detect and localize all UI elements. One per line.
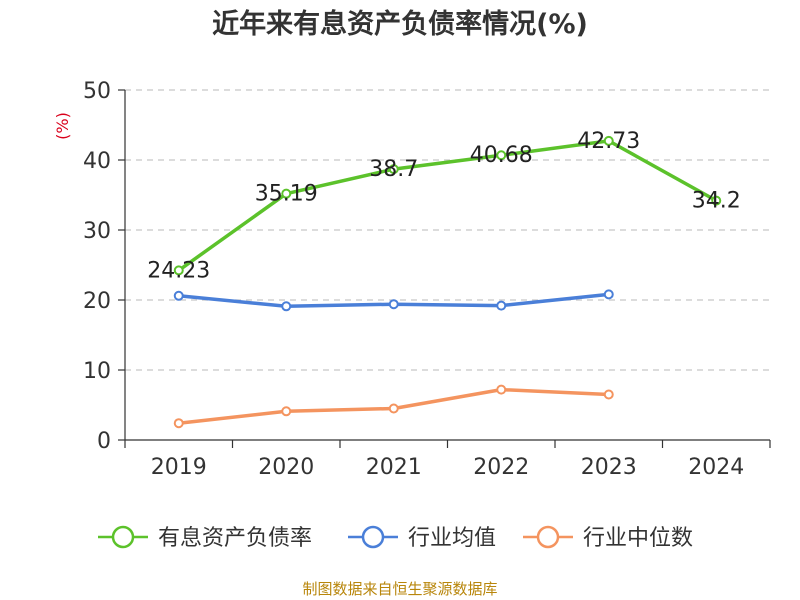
data-point: [281, 301, 292, 312]
data-point: [173, 418, 184, 429]
data-point: [496, 150, 507, 161]
y-tick-label: 0: [97, 429, 111, 454]
legend-label: 有息资产负债率: [158, 526, 312, 551]
x-tick-label: 2023: [581, 455, 637, 480]
data-point: [173, 265, 184, 276]
data-label: 42.73: [577, 129, 640, 154]
data-label: 38.7: [369, 157, 418, 182]
data-point: [388, 403, 399, 414]
data-point: [496, 384, 507, 395]
data-labels: 24.23 35.19 38.7 40.68 42.73 34.2: [147, 129, 740, 284]
data-point: [281, 188, 292, 199]
data-label: 40.68: [470, 143, 533, 168]
data-point: [603, 389, 614, 400]
data-point: [388, 299, 399, 310]
y-axis-unit-label: (%): [53, 112, 72, 140]
data-point: [711, 195, 722, 206]
grid-lines: [125, 89, 770, 371]
series-0: [173, 135, 722, 276]
data-point: [281, 406, 292, 417]
x-tick-label: 2022: [473, 455, 529, 480]
data-point: [496, 300, 507, 311]
data-label: 24.23: [147, 258, 210, 283]
y-tick-label: 10: [83, 359, 111, 384]
y-tick-label: 50: [83, 79, 111, 104]
y-tick-label: 40: [83, 149, 111, 174]
y-tick-label: 20: [83, 289, 111, 314]
legend-item: 行业均值: [348, 525, 496, 551]
data-label: 34.2: [692, 189, 741, 214]
source-note: 制图数据来自恒生聚源数据库: [302, 580, 497, 598]
data-point: [173, 290, 184, 301]
legend-item: 行业中位数: [523, 525, 693, 551]
legend-marker: [536, 525, 560, 549]
x-tick-label: 2021: [366, 455, 422, 480]
legend-marker: [361, 525, 385, 549]
legend: 有息资产负债率 行业均值 行业中位数: [98, 525, 693, 551]
data-point: [388, 164, 399, 175]
data-point: [603, 135, 614, 146]
x-tick-label: 2020: [258, 455, 314, 480]
series-1: [173, 289, 614, 312]
series-lines: [173, 135, 722, 429]
legend-label: 行业中位数: [583, 526, 693, 551]
chart-title: 近年来有息资产负债率情况(%): [212, 8, 588, 40]
series-line: [177, 139, 718, 272]
x-tick-label: 2024: [688, 455, 744, 480]
y-tick-label: 30: [83, 219, 111, 244]
data-point: [603, 289, 614, 300]
data-label: 35.19: [255, 182, 318, 207]
legend-marker: [111, 525, 135, 549]
x-tick-label: 2019: [151, 455, 207, 480]
legend-label: 行业均值: [408, 526, 496, 551]
legend-item: 有息资产负债率: [98, 525, 312, 551]
axes: 0 10 20 30 40 50 2019 2020 2021 2022 2023 2024: [83, 79, 771, 480]
series-2: [173, 384, 614, 429]
